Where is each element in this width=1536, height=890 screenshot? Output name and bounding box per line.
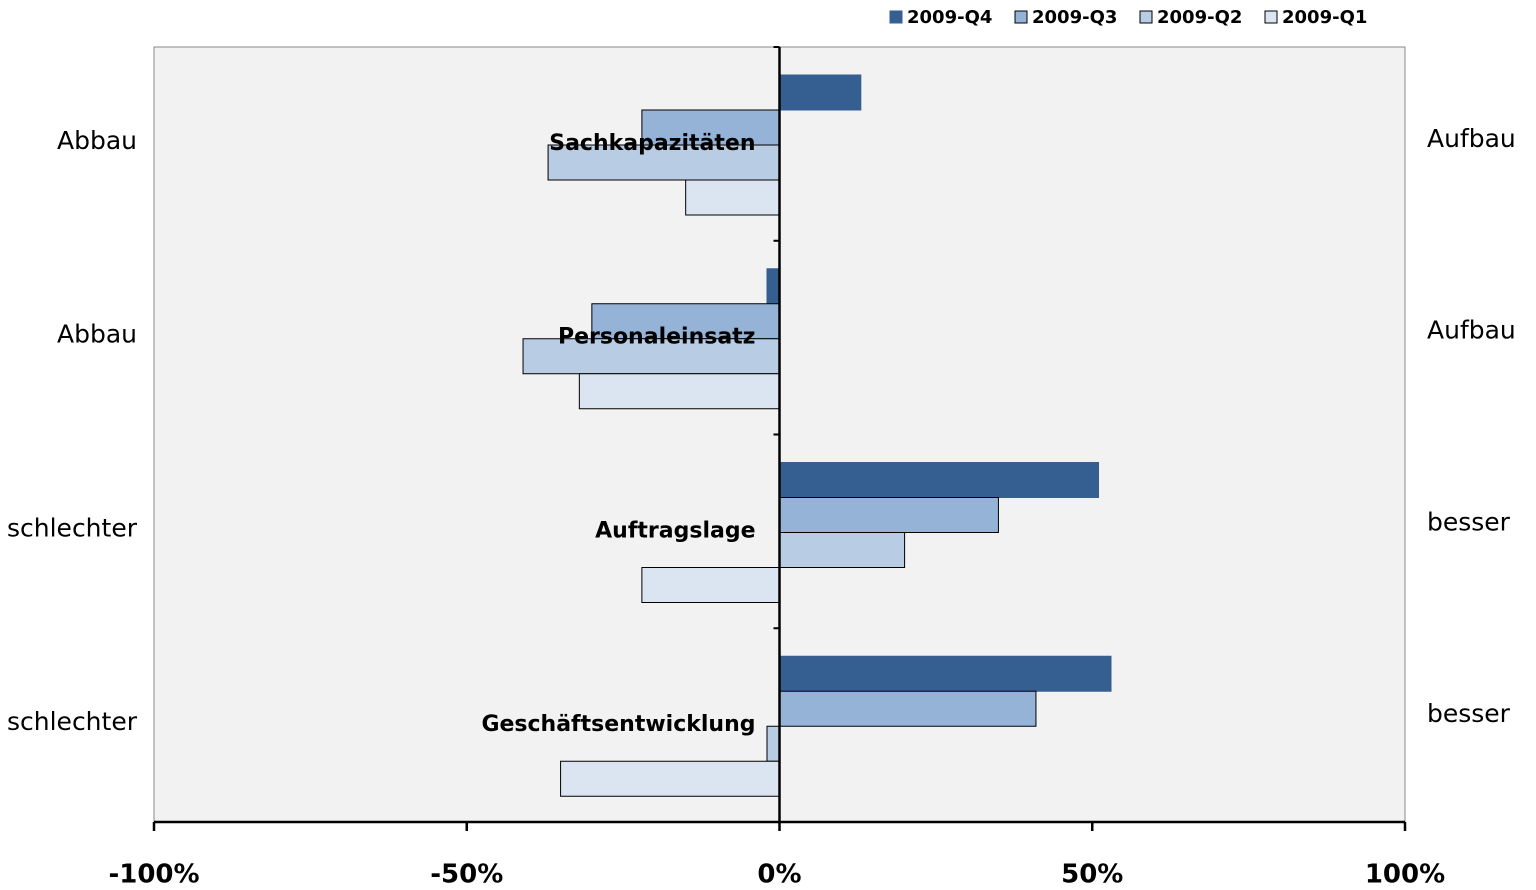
left-label: schlechter	[7, 707, 138, 736]
bar	[766, 725, 780, 762]
legend-label: 2009-Q2	[1157, 7, 1242, 28]
category-label: Auftragslage	[595, 518, 755, 543]
bar	[578, 373, 781, 410]
bar	[641, 567, 781, 603]
bar	[779, 74, 862, 111]
x-tick-label: -100%	[108, 860, 199, 890]
bar	[779, 497, 999, 533]
category-label: Geschäftsentwicklung	[481, 712, 755, 737]
x-tick-label: -50%	[430, 860, 503, 890]
x-tick-label: 100%	[1365, 860, 1445, 890]
legend-swatch	[1139, 10, 1153, 24]
category-label: Sachkapazitäten	[549, 131, 755, 156]
legend-swatch	[1264, 10, 1278, 24]
legend-label: 2009-Q1	[1282, 7, 1367, 28]
bar	[685, 179, 780, 216]
bar	[779, 462, 1100, 498]
legend-label: 2009-Q3	[1032, 7, 1117, 28]
right-label: besser	[1427, 699, 1511, 728]
bar	[779, 532, 906, 568]
legend-swatch	[1014, 10, 1028, 24]
bar	[641, 109, 781, 146]
left-label: Abbau	[57, 320, 137, 349]
bar	[591, 303, 780, 340]
x-tick-label: 50%	[1061, 860, 1123, 890]
legend-label: 2009-Q4	[907, 7, 992, 28]
category-label: Personaleinsatz	[558, 325, 756, 350]
bar	[779, 655, 1112, 692]
right-label: Aufbau	[1427, 316, 1516, 345]
bar	[766, 268, 780, 305]
x-tick-label: 0%	[757, 860, 801, 890]
bar	[779, 690, 1037, 727]
right-label: Aufbau	[1427, 124, 1516, 153]
legend-swatch	[889, 10, 903, 24]
bar	[560, 760, 781, 797]
right-label: besser	[1427, 507, 1511, 536]
left-label: Abbau	[57, 126, 137, 155]
left-label: schlechter	[7, 513, 138, 542]
